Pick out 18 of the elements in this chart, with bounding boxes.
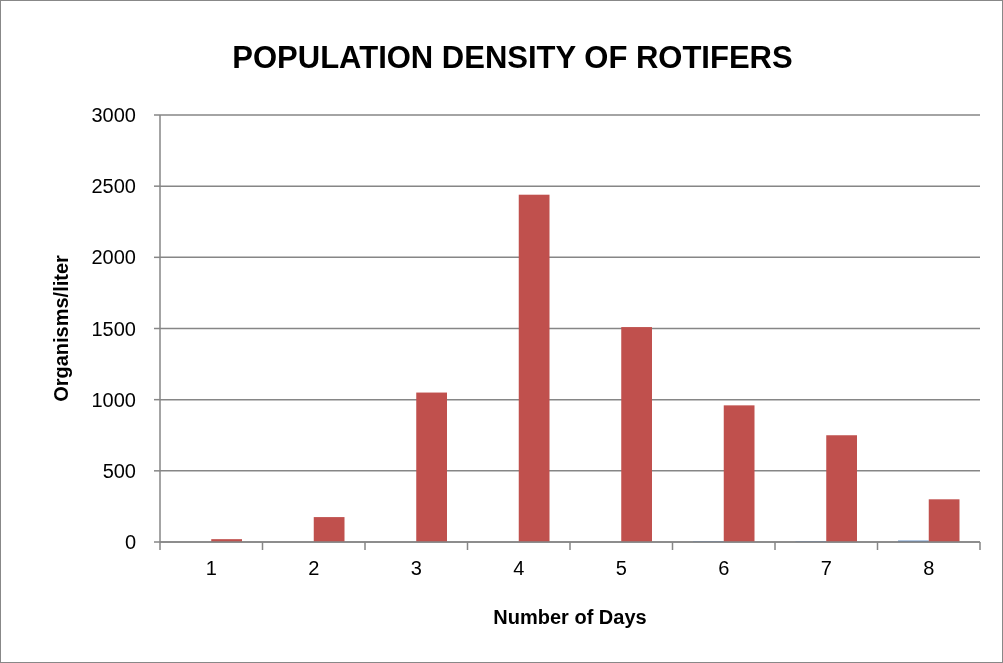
x-tick-label: 5 bbox=[615, 557, 627, 579]
x-axis-title: Number of Days bbox=[493, 606, 647, 628]
y-tick-label: 0 bbox=[124, 531, 136, 553]
x-tick-label: 6 bbox=[718, 557, 730, 579]
y-tick-label: 2000 bbox=[91, 246, 136, 269]
y-tick-label: 1500 bbox=[91, 317, 136, 340]
x-tick-label: 1 bbox=[205, 557, 217, 579]
y-tick-label: 1000 bbox=[91, 388, 136, 411]
x-tick-label: 7 bbox=[820, 557, 832, 579]
x-tick-label: 2 bbox=[308, 557, 320, 579]
x-tick-label: 3 bbox=[410, 557, 422, 579]
y-tick-label: 3000 bbox=[91, 104, 136, 126]
y-tick-label: 2500 bbox=[91, 175, 136, 198]
y-tick-label: 500 bbox=[102, 459, 136, 482]
chart-title: POPULATION DENSITY OF ROTIFERS bbox=[232, 40, 793, 75]
y-axis-title: Organisms/liter bbox=[50, 254, 72, 402]
x-tick-label: 4 bbox=[513, 557, 525, 579]
x-tick-label: 8 bbox=[923, 557, 935, 579]
